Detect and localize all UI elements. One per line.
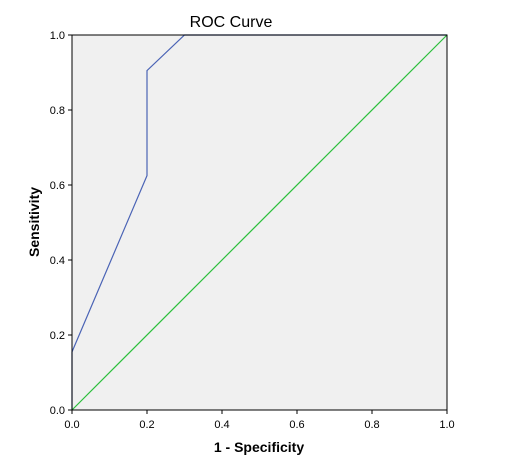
y-tick-label: 0.6 — [50, 180, 65, 192]
x-tick-label: 0.8 — [364, 419, 379, 431]
y-axis-label: Sensitivity — [26, 187, 42, 257]
x-tick-label: 0.6 — [289, 419, 304, 431]
x-tick-label: 0.4 — [214, 419, 229, 431]
y-tick-label: 0.4 — [50, 255, 65, 267]
chart-title: ROC Curve — [190, 14, 273, 31]
y-tick-label: 1.0 — [50, 30, 65, 42]
x-tick-label: 0.0 — [64, 419, 79, 431]
x-axis-label: 1 - Specificity — [214, 439, 304, 455]
plot-frame — [71, 34, 448, 411]
y-tick-label: 0.8 — [50, 105, 65, 117]
x-tick-label: 1.0 — [439, 419, 454, 431]
y-tick-label: 0.0 — [50, 405, 65, 417]
reference-diagonal-line — [71, 34, 448, 411]
tick-layer: 0.0 0.2 0.4 0.6 0.8 1.0 0.0 0.2 0.4 0.6 0.8 1.0 — [50, 30, 455, 431]
x-tick-label: 0.2 — [139, 419, 154, 431]
y-tick-label: 0.2 — [50, 330, 65, 342]
